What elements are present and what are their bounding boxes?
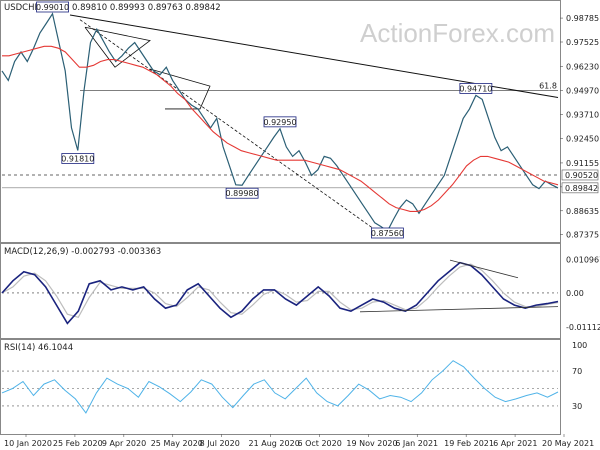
price-ohlc: 0.89810 0.89993 0.89763 0.89842 xyxy=(72,3,221,13)
price-y-tick-label: 0.98785 xyxy=(566,14,599,23)
x-tick-label: 25 Feb 2020 xyxy=(53,439,103,448)
fib-label: 61.8 xyxy=(539,82,557,91)
x-tick-label: 21 Aug 2020 xyxy=(249,439,300,448)
price-y-tick-label: 0.97525 xyxy=(566,38,599,47)
price-annotation-box xyxy=(225,187,259,199)
rsi-y-tick-label: 30 xyxy=(572,402,582,411)
triangle-pattern xyxy=(84,26,151,68)
price-annotation: 0.89980 xyxy=(226,189,259,198)
x-tick-label: 6 Oct 2020 xyxy=(297,439,341,448)
watermark: ActionForex.com xyxy=(360,18,555,48)
macd-header: MACD(12,26,9) -0.002793 -0.003363 xyxy=(4,247,161,257)
x-tick-label: 19 Nov 2020 xyxy=(346,439,397,448)
x-tick-label: 19 Feb 2021 xyxy=(444,439,494,448)
rsi-y-tick-label: 100 xyxy=(572,341,587,350)
price-series xyxy=(1,12,559,233)
price-header: USDCHF Daily xyxy=(4,3,64,13)
resistance-tag: 0.90520 xyxy=(565,171,598,180)
moving-average xyxy=(2,45,559,212)
macd-signal-line xyxy=(1,263,559,319)
x-tick-label: 6 Apr 2021 xyxy=(493,439,537,448)
wedge-pattern xyxy=(149,68,211,110)
rsi-y-tick-label: 70 xyxy=(572,367,582,376)
price-annotation-box xyxy=(459,83,493,94)
price-annotation-box xyxy=(36,1,69,13)
x-tick-label: 6 Jan 2021 xyxy=(395,439,438,448)
macd-support-line xyxy=(359,306,559,313)
price-annotation-box xyxy=(61,153,95,164)
price-annotation: 0.99010 xyxy=(36,3,69,12)
price-y-tick-label: 0.96230 xyxy=(566,63,599,72)
resistance-tag-box xyxy=(561,169,599,181)
last-price-tag: 0.89842 xyxy=(565,184,598,193)
macd-y-tick-label: 0.00 xyxy=(566,289,584,298)
x-tick-label: 8 Jul 2020 xyxy=(200,439,240,448)
price-annotation: 0.87560 xyxy=(371,229,404,238)
price-y-tick-label: 0.92450 xyxy=(566,134,599,143)
price-y-tick-label: 0.88635 xyxy=(566,207,599,216)
x-tick-label: 20 May 2021 xyxy=(542,439,594,448)
price-annotation-box xyxy=(263,116,297,128)
price-annotation: 0.91810 xyxy=(61,154,94,163)
x-tick-label: 25 May 2020 xyxy=(151,439,203,448)
macd-divergence-line xyxy=(449,259,519,279)
macd-y-tick-label: -0.011127 xyxy=(566,323,600,332)
price-annotation: 0.92950 xyxy=(263,118,296,127)
rsi-header: RSI(14) 46.1044 xyxy=(4,343,73,353)
price-annotation: 0.94710 xyxy=(459,84,492,93)
macd-y-tick-label: 0.010967 xyxy=(566,256,600,265)
macd-panel xyxy=(0,243,561,339)
rsi-line xyxy=(1,360,559,414)
last-price-tag-box xyxy=(561,182,599,194)
price-y-tick-label: 0.94970 xyxy=(566,87,599,96)
x-tick-label: 10 Jan 2020 xyxy=(4,439,52,448)
price-y-tick-label: 0.87375 xyxy=(566,231,599,240)
x-tick-label: 9 Apr 2020 xyxy=(102,439,146,448)
rsi-panel xyxy=(0,339,561,435)
price-y-tick-label: 0.93710 xyxy=(566,110,599,119)
price-y-tick-label: 0.91155 xyxy=(566,159,599,168)
price-annotation-box xyxy=(371,227,404,239)
